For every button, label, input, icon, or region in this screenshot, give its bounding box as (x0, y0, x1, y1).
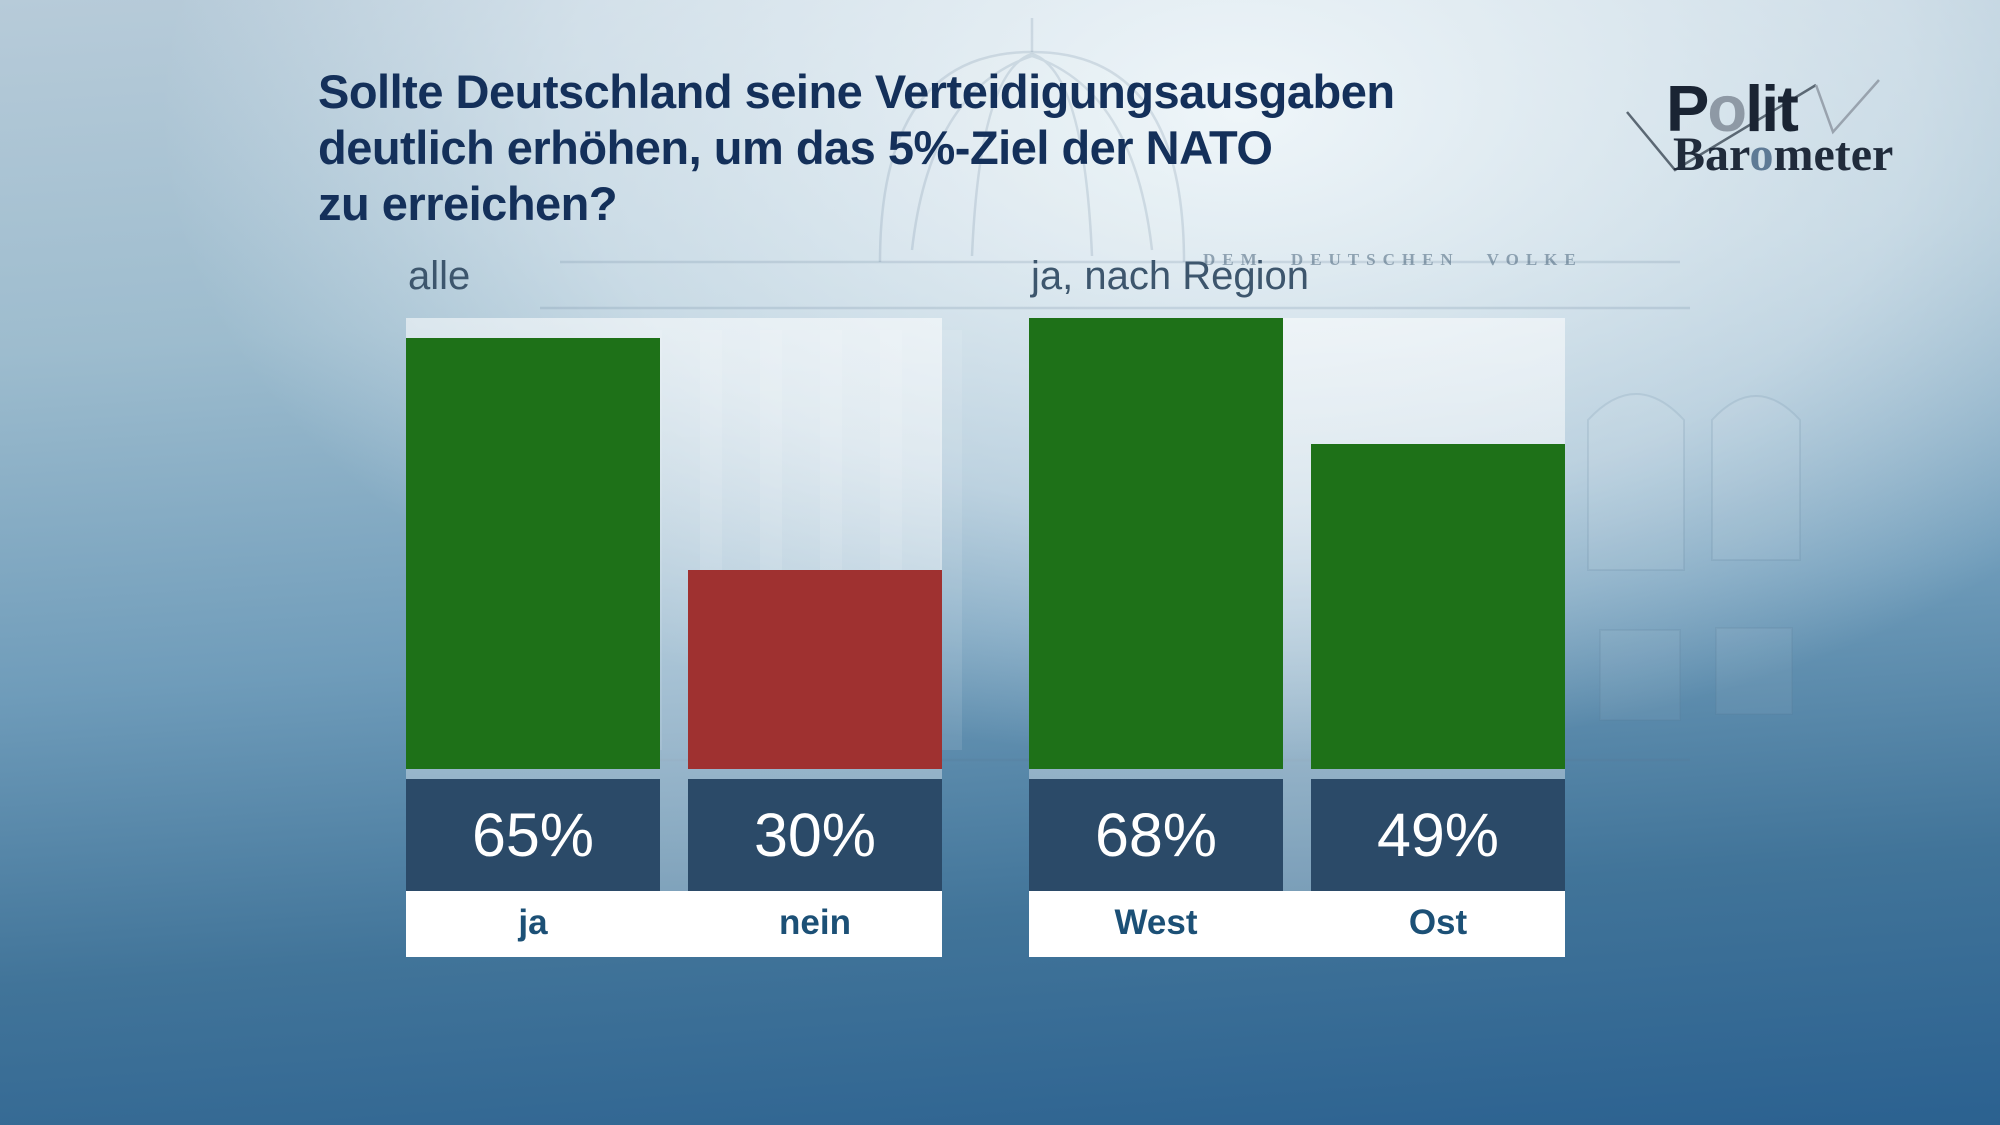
bar-ost (1311, 444, 1565, 769)
logo-text-polit: Polit (1666, 72, 1799, 145)
logo-text-barometer: Barometer (1673, 128, 1894, 181)
chart-group-region: ja, nach Region 68% 49% West Ost (1029, 254, 1565, 957)
page-title: Sollte Deutschland seine Verteidigungsau… (318, 64, 1395, 232)
category-label-west: West (1114, 903, 1198, 942)
reichstag-inscription: DEM DEUTSCHEN VOLKE (1203, 250, 1583, 269)
bar-column-ost: 49% (1311, 318, 1565, 957)
value-box-nein: 30% (688, 779, 942, 891)
bar-column-nein: 30% (688, 318, 942, 957)
category-strip: West Ost (1029, 891, 1565, 957)
value-box-ost: 49% (1311, 779, 1565, 891)
title-line-1: Sollte Deutschland seine Verteidigungsau… (318, 65, 1395, 118)
chart-group-heading: ja, nach Region (1031, 254, 1309, 298)
chart-group-heading: alle (408, 254, 471, 298)
bar-ja (406, 337, 660, 769)
value-box-ja: 65% (406, 779, 660, 891)
bar-nein (688, 570, 942, 769)
category-label-ost: Ost (1408, 903, 1468, 942)
category-label-nein: nein (779, 903, 851, 942)
category-label-ja: ja (518, 903, 548, 942)
category-strip: ja nein (406, 891, 942, 957)
title-line-2: deutlich erhöhen, um das 5%-Ziel der NAT… (318, 121, 1273, 174)
value-box-west: 68% (1029, 779, 1283, 891)
chart-group-alle: alle 65% 30% ja nein (406, 254, 942, 957)
politbarometer-logo: Polit Barometer (1600, 55, 1930, 205)
bar-west (1029, 318, 1283, 769)
bar-column-ja: 65% (406, 318, 660, 957)
zigzag-trend-icon (1626, 79, 1880, 172)
title-line-3: zu erreichen? (318, 177, 618, 230)
bar-column-west: 68% (1029, 318, 1283, 957)
